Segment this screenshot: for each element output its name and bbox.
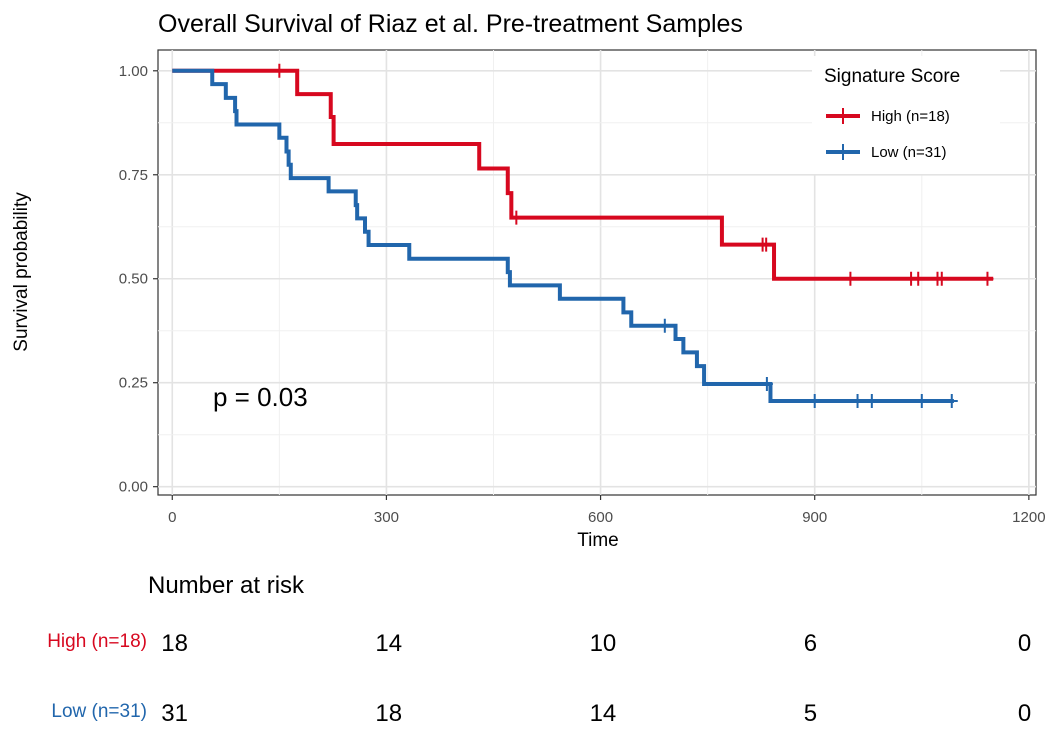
censor-mark: [851, 394, 864, 409]
y-tick-label: 0.00: [119, 479, 148, 496]
risk-count: 5: [804, 700, 817, 727]
censor-mark: [760, 237, 773, 252]
risk-count: 0: [1018, 630, 1031, 657]
x-tick-label: 0: [168, 509, 176, 526]
censor-mark: [865, 394, 878, 409]
censor-mark: [844, 271, 857, 286]
risk-row-label: Low (n=31): [51, 701, 147, 722]
censor-mark: [273, 63, 286, 78]
risk-count: 14: [590, 700, 617, 727]
censor-mark: [981, 271, 994, 286]
censor-mark: [760, 376, 773, 391]
risk-count: 31: [161, 700, 188, 727]
y-axis-label: Survival probability: [11, 192, 32, 352]
y-tick-label: 0.50: [119, 271, 148, 288]
x-tick-label: 900: [802, 509, 827, 526]
censor-mark: [912, 271, 925, 286]
x-tick-label: 1200: [1012, 509, 1045, 526]
risk-count: 0: [1018, 700, 1031, 727]
legend-label: Low (n=31): [871, 144, 946, 161]
legend-title: Signature Score: [824, 66, 960, 87]
legend-label: High (n=18): [871, 108, 950, 125]
chart-title: Overall Survival of Riaz et al. Pre-trea…: [158, 10, 743, 38]
p-value-annotation: p = 0.03: [213, 382, 308, 412]
risk-table: High (n=18) 18 14 10 6 0 Low (n=31) 31 18 14 5 0: [47, 630, 1031, 727]
censor-mark: [510, 210, 523, 225]
censor-mark: [935, 271, 948, 286]
y-tick-label: 1.00: [119, 63, 148, 80]
x-tick-label: 300: [374, 509, 399, 526]
survival-curves: [172, 63, 994, 409]
x-axis-label: Time: [577, 530, 619, 551]
survival-line-low: [172, 68, 954, 404]
survival-line-high: [172, 68, 994, 281]
censor-mark: [945, 394, 958, 409]
axes: 0 300 600 900 1200 0.00 0.25 0.50 0.75 1.00: [119, 63, 1046, 526]
censor-mark: [658, 318, 671, 333]
y-tick-label: 0.25: [119, 375, 148, 392]
risk-count: 6: [804, 630, 817, 657]
y-tick-label: 0.75: [119, 167, 148, 184]
censor-mark: [915, 394, 928, 409]
grid-lines: [158, 50, 1036, 495]
risk-count: 18: [375, 700, 402, 727]
risk-count: 18: [161, 630, 188, 657]
risk-table-title: Number at risk: [148, 572, 305, 599]
risk-row-label: High (n=18): [47, 631, 147, 652]
x-tick-label: 600: [588, 509, 613, 526]
censor-mark: [808, 394, 821, 409]
risk-count: 10: [590, 630, 617, 657]
legend: Signature Score High (n=18) Low (n=31): [812, 56, 1000, 174]
risk-count: 14: [375, 630, 402, 657]
